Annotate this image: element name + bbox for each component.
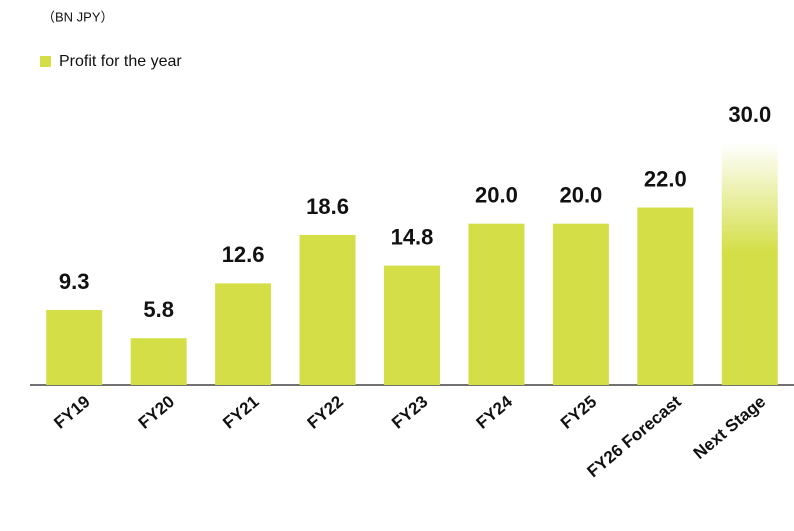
x-tick-label: FY25 <box>557 392 600 433</box>
x-tick-label: FY21 <box>219 392 262 433</box>
legend-swatch <box>40 56 51 67</box>
x-tick-label: FY22 <box>304 392 347 433</box>
x-tick-label: FY20 <box>135 392 178 433</box>
bar <box>299 234 356 385</box>
x-tick-label: FY24 <box>473 392 517 433</box>
bar <box>384 265 440 385</box>
x-tick-label: FY19 <box>50 392 93 433</box>
x-tick-label: FY23 <box>388 392 431 433</box>
bar <box>721 143 778 385</box>
data-label: 20.0 <box>475 182 518 207</box>
data-label: 18.6 <box>306 194 349 219</box>
data-label: 22.0 <box>644 166 687 191</box>
bar <box>552 223 609 385</box>
bar <box>46 309 103 385</box>
bar <box>637 207 694 385</box>
data-label: 12.6 <box>222 242 265 267</box>
data-label: 14.8 <box>391 224 434 249</box>
bar <box>215 283 272 385</box>
legend-label: Profit for the year <box>59 53 182 70</box>
unit-label: （BN JPY） <box>42 9 114 24</box>
x-tick-label: Next Stage <box>690 392 770 463</box>
data-label: 20.0 <box>559 182 602 207</box>
bar <box>130 338 187 385</box>
bar <box>468 223 525 385</box>
data-label: 30.0 <box>728 102 771 127</box>
data-label: 9.3 <box>59 269 90 294</box>
data-label: 5.8 <box>143 297 174 322</box>
